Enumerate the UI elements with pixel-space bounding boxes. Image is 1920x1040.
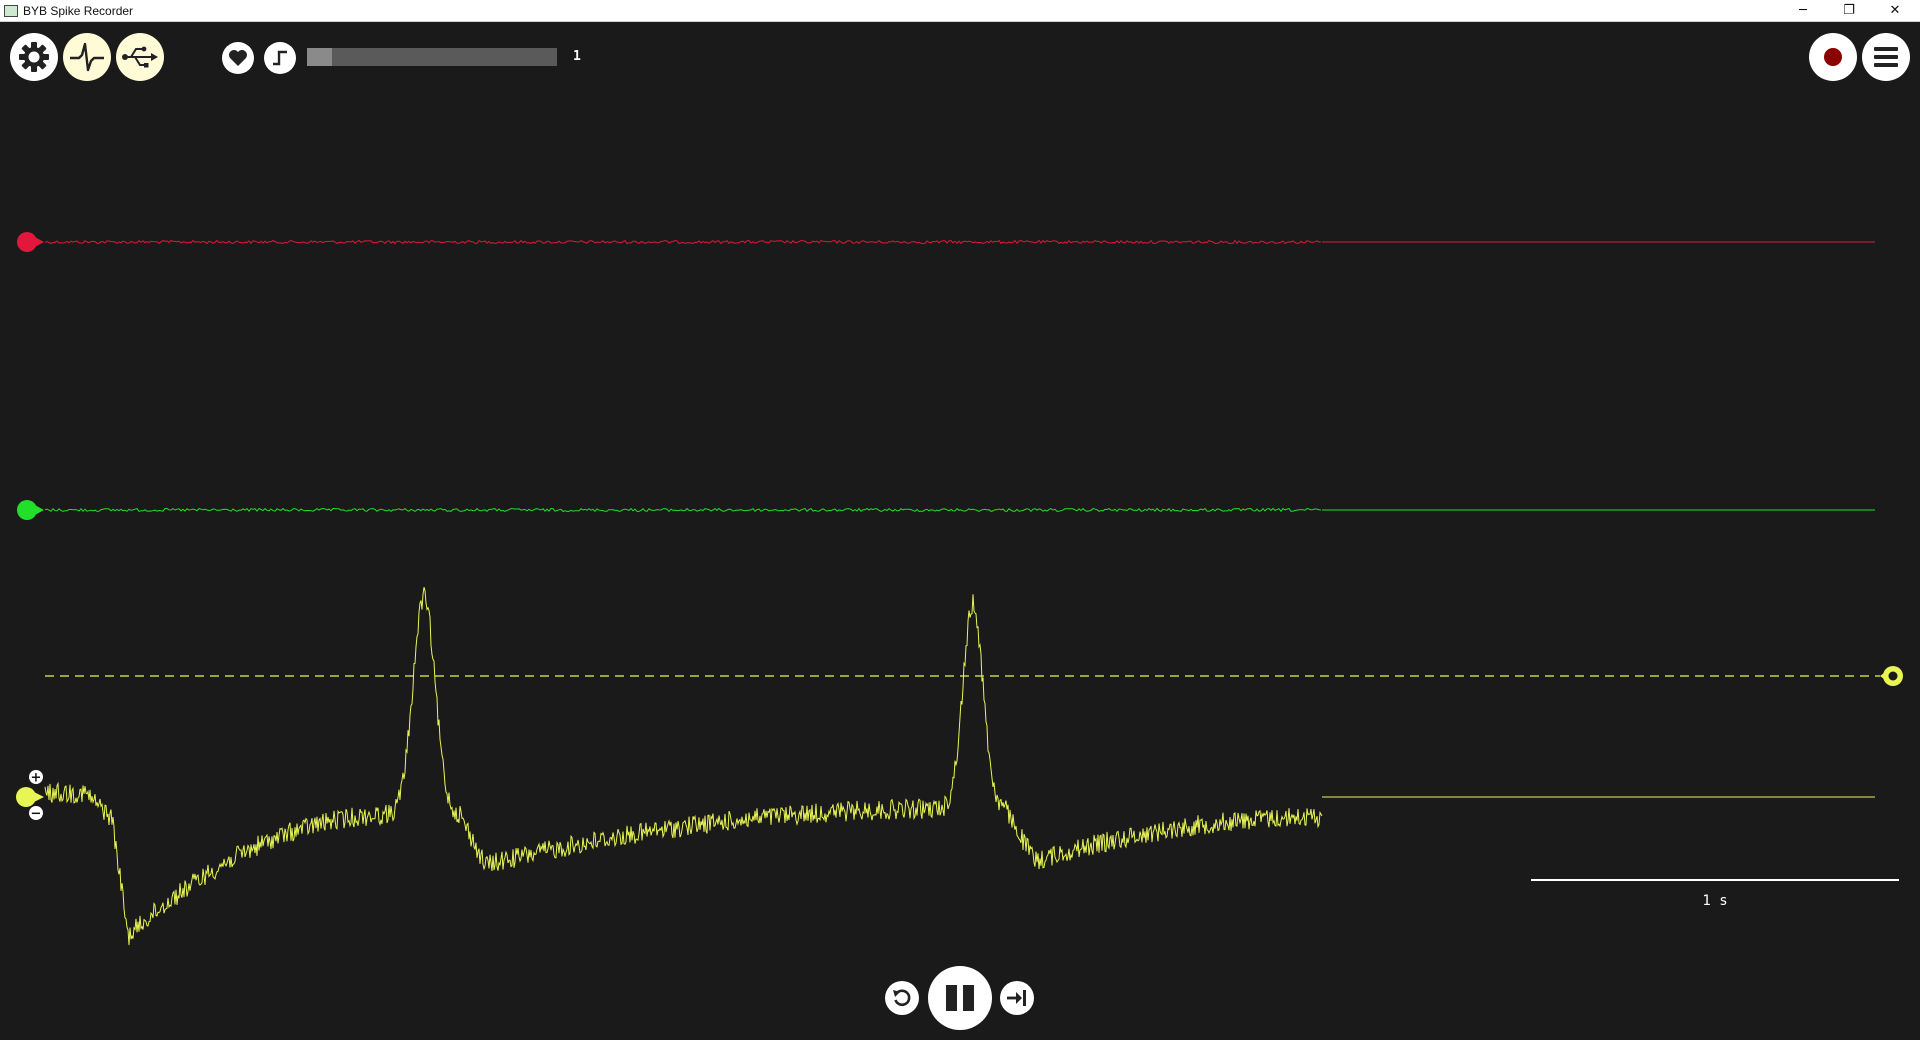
threshold-step-icon	[273, 50, 287, 66]
heart-icon	[229, 50, 247, 66]
gain-plus-label: +	[31, 771, 42, 786]
gain-minus-label: −	[31, 807, 42, 822]
app-icon	[4, 5, 18, 17]
spike-analysis-button[interactable]	[63, 33, 111, 81]
minimize-button[interactable]: ─	[1799, 3, 1807, 18]
channel-2-handle[interactable]	[17, 500, 44, 520]
window-title: BYB Spike Recorder	[23, 4, 134, 18]
close-button[interactable]: ✕	[1889, 3, 1901, 18]
threshold-handle[interactable]	[1880, 666, 1903, 686]
restore-button[interactable]: ❐	[1843, 3, 1855, 18]
jump-to-end-button[interactable]	[1000, 981, 1034, 1015]
record-button[interactable]	[1809, 33, 1857, 81]
progress-fill	[307, 48, 332, 66]
jump-to-end-icon	[1007, 990, 1026, 1006]
settings-icon	[19, 42, 49, 72]
gain-increase-button[interactable]: +	[29, 770, 43, 786]
channel-2-trace	[44, 507, 1322, 513]
menu-button[interactable]	[1862, 33, 1910, 81]
rewind-button[interactable]	[885, 981, 919, 1015]
title-bar: BYB Spike Recorder ─ ❐ ✕	[0, 0, 1920, 22]
settings-button[interactable]	[10, 33, 58, 81]
signal-display: + −	[16, 232, 1903, 946]
channel-3-trace	[44, 587, 1323, 946]
menu-icon	[1874, 47, 1898, 67]
pause-icon	[946, 985, 974, 1011]
gain-decrease-button[interactable]: −	[29, 806, 43, 822]
spike-count-label: 1	[573, 49, 581, 64]
threshold-mode-button[interactable]	[264, 42, 296, 74]
channel-3-handle[interactable]	[16, 787, 44, 807]
rewind-icon	[893, 989, 911, 1007]
heart-rate-button[interactable]	[222, 42, 254, 74]
spike-analysis-icon	[70, 42, 104, 72]
pause-button[interactable]	[928, 966, 992, 1030]
usb-connection-button[interactable]	[116, 33, 164, 81]
timescale-label: 1 s	[1702, 893, 1728, 909]
channel-1-handle[interactable]	[17, 232, 44, 252]
record-icon	[1824, 48, 1842, 66]
channel-1-trace	[44, 239, 1322, 245]
averaging-progress-bar[interactable]	[307, 48, 557, 66]
usb-connection-icon	[122, 46, 158, 68]
timescale-bar	[1531, 879, 1899, 881]
